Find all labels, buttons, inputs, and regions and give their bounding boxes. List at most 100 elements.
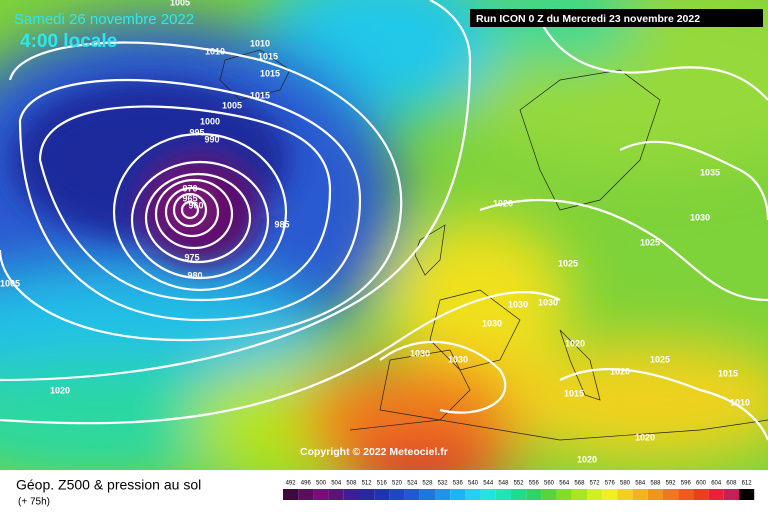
- iceland: [219, 49, 291, 101]
- field-blob: [0, 270, 320, 390]
- field-blob: [340, 440, 500, 470]
- legend-label: 536: [453, 481, 464, 487]
- legend-swatch: [389, 489, 405, 500]
- legend-swatch: [526, 489, 542, 500]
- legend-label: 556: [529, 481, 540, 487]
- legend-label: 564: [559, 481, 570, 487]
- isobar-label: 1030: [410, 348, 430, 358]
- legend-swatch: [617, 489, 633, 500]
- legend-label: 568: [574, 481, 585, 487]
- legend-swatch: [602, 489, 618, 500]
- run-box: [470, 9, 763, 27]
- isobar: [0, 291, 561, 425]
- africa-coast: [349, 419, 768, 441]
- legend-label: 580: [620, 481, 631, 487]
- copyright: Copyright © 2022 Meteociel.fr: [300, 446, 448, 458]
- field-blob: [300, 360, 540, 470]
- legend-label: 528: [422, 481, 433, 487]
- legend-swatch: [343, 489, 359, 500]
- isobar-label: 975: [184, 252, 199, 262]
- isobar: [144, 172, 252, 264]
- isobar-label: 985: [274, 219, 289, 229]
- legend-swatch: [435, 489, 451, 500]
- legend-swatch: [663, 489, 679, 500]
- isobar-label: 1005: [222, 100, 242, 110]
- isobar: [154, 178, 234, 250]
- legend-swatch: [693, 489, 709, 500]
- isobar: [379, 340, 507, 414]
- legend-swatch: [739, 489, 755, 500]
- legend-label: 576: [605, 481, 616, 487]
- legend-label: 608: [726, 481, 737, 487]
- map-date: Samedi 26 novembre 2022: [14, 11, 194, 28]
- footer-subtitle: (+ 75h): [18, 497, 50, 508]
- legend-label: 600: [696, 481, 707, 487]
- legend-label: 612: [742, 481, 753, 487]
- isobar-label: 1020: [635, 432, 655, 442]
- legend-label: 508: [346, 481, 357, 487]
- legend-label: 560: [544, 481, 555, 487]
- isobar-label: 1020: [50, 385, 70, 395]
- legend-label: 588: [650, 481, 661, 487]
- legend-label: 532: [438, 481, 449, 487]
- isobar-label: 1010: [730, 397, 750, 407]
- isobar: [164, 186, 220, 238]
- legend-swatch: [495, 489, 511, 500]
- isobar-label: 1015: [250, 90, 270, 100]
- isobar-label: 1015: [564, 388, 584, 398]
- legend-label: 548: [498, 481, 509, 487]
- footer-title: Géop. Z500 & pression au sol: [16, 477, 201, 493]
- legend-label: 552: [514, 481, 525, 487]
- legend: 492 496 500 504 508 512 516 520 524 528 532 536 540 5…: [283, 481, 755, 500]
- legend-swatch: [328, 489, 344, 500]
- legend-swatch: [465, 489, 481, 500]
- isobar-label: 1005: [0, 278, 20, 288]
- legend-swatch: [723, 489, 739, 500]
- isobar-label: 1015: [258, 51, 278, 61]
- legend-swatch: [541, 489, 557, 500]
- legend-label: 512: [362, 481, 373, 487]
- legend-label: 604: [711, 481, 722, 487]
- legend-swatch: [587, 489, 603, 500]
- legend-label: 540: [468, 481, 479, 487]
- isobar: [479, 198, 768, 302]
- legend-swatch: [678, 489, 694, 500]
- legend-swatch: [708, 489, 724, 500]
- isobar-label: 970: [182, 183, 197, 193]
- isobar-label: 1010: [205, 46, 225, 56]
- isobar-label: 1035: [700, 167, 720, 177]
- legend-label: 500: [316, 481, 327, 487]
- isobar-label: 1025: [640, 237, 660, 247]
- isobar: [172, 192, 208, 228]
- isobar-label: 1025: [650, 354, 670, 364]
- legend-swatch: [511, 489, 527, 500]
- isobar: [180, 200, 200, 220]
- isobar-label: 1020: [610, 366, 630, 376]
- legend-label: 504: [331, 481, 342, 487]
- isobar: [539, 19, 768, 101]
- isobar-label: 990: [204, 134, 219, 144]
- isobar-label: 965: [182, 193, 197, 203]
- isobar: [0, 41, 403, 342]
- map-time: 4:00 locale: [20, 31, 117, 52]
- legend-label: 520: [392, 481, 403, 487]
- italy: [559, 329, 601, 401]
- legend-swatch: [374, 489, 390, 500]
- isobar: [559, 367, 768, 441]
- coastlines: [219, 49, 768, 441]
- legend-swatch: [404, 489, 420, 500]
- legend-swatch: [647, 489, 663, 500]
- legend-label: 572: [590, 481, 601, 487]
- legend-label: 544: [483, 481, 494, 487]
- legend-swatch: [298, 489, 314, 500]
- isobar-label: 1020: [577, 454, 597, 464]
- isobar: [619, 140, 768, 221]
- isobar-label: 1030: [508, 299, 528, 309]
- legend-label: 596: [681, 481, 692, 487]
- isobar-label: 960: [188, 200, 203, 210]
- legend-swatch: [359, 489, 375, 500]
- legend-swatch: [480, 489, 496, 500]
- isobar-label: 1000: [200, 116, 220, 126]
